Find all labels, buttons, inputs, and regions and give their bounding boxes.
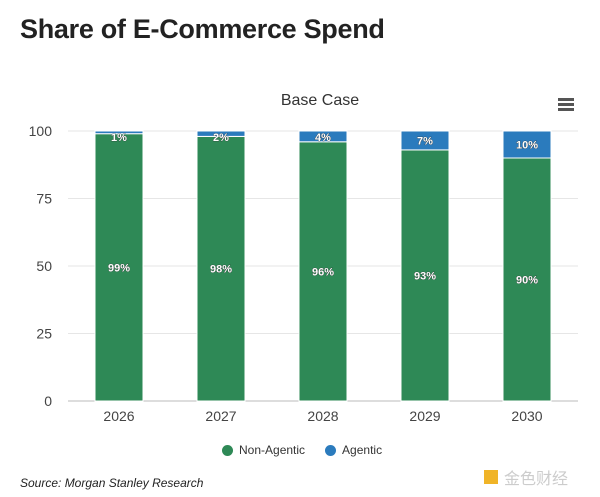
chart: 0 25 50 75 100 99% 1% 2026 98% 2% 2027 96% 4% 2028 93%… [29, 123, 578, 424]
page-title: Share of E-Commerce Spend [20, 14, 385, 44]
bar-agentic [400, 130, 450, 151]
x-tick-label: 2028 [307, 408, 338, 424]
bar-agentic [94, 130, 144, 135]
data-label: 98% [210, 264, 232, 276]
y-tick-label: 50 [36, 258, 52, 274]
hamburger-menu-icon[interactable] [558, 98, 574, 112]
bar-non-agentic [400, 149, 450, 402]
legend-dot [325, 444, 337, 456]
data-label: 93% [414, 270, 436, 282]
legend: Non-Agentic Agentic [222, 443, 382, 457]
data-label: 10% [516, 140, 538, 152]
legend-item-agentic[interactable]: Agentic [325, 443, 382, 457]
x-tick-label: 2027 [205, 408, 236, 424]
data-label: 96% [312, 266, 334, 278]
bar-agentic [196, 130, 246, 137]
data-label: 4% [315, 132, 331, 144]
y-tick-label: 0 [44, 393, 52, 409]
watermark-logo: 金色财经 [484, 465, 568, 489]
data-label: 1% [111, 132, 127, 144]
y-tick-label: 75 [36, 191, 52, 207]
bar-non-agentic [196, 135, 246, 402]
bar-agentic [298, 130, 348, 143]
data-label: 7% [417, 135, 433, 147]
legend-label: Agentic [342, 443, 383, 457]
y-tick-label: 25 [36, 326, 52, 342]
x-tick-label: 2029 [409, 408, 440, 424]
legend-item-non-agentic[interactable]: Non-Agentic [222, 443, 305, 457]
data-label: 90% [516, 275, 538, 287]
legend-dot [222, 444, 233, 456]
source-note: Source: Morgan Stanley Research [20, 476, 204, 490]
x-tick-label: 2030 [511, 408, 542, 424]
x-tick-label: 2026 [103, 408, 134, 424]
data-label: 2% [213, 132, 229, 144]
data-label: 99% [108, 262, 130, 274]
bar-agentic [502, 130, 552, 159]
y-tick-label: 100 [29, 123, 53, 139]
bar-non-agentic [298, 141, 348, 402]
legend-label: Non-Agentic [239, 443, 306, 457]
chart-title: Base Case [280, 92, 360, 109]
bar-non-agentic [502, 157, 552, 402]
bar-non-agentic [94, 133, 144, 402]
